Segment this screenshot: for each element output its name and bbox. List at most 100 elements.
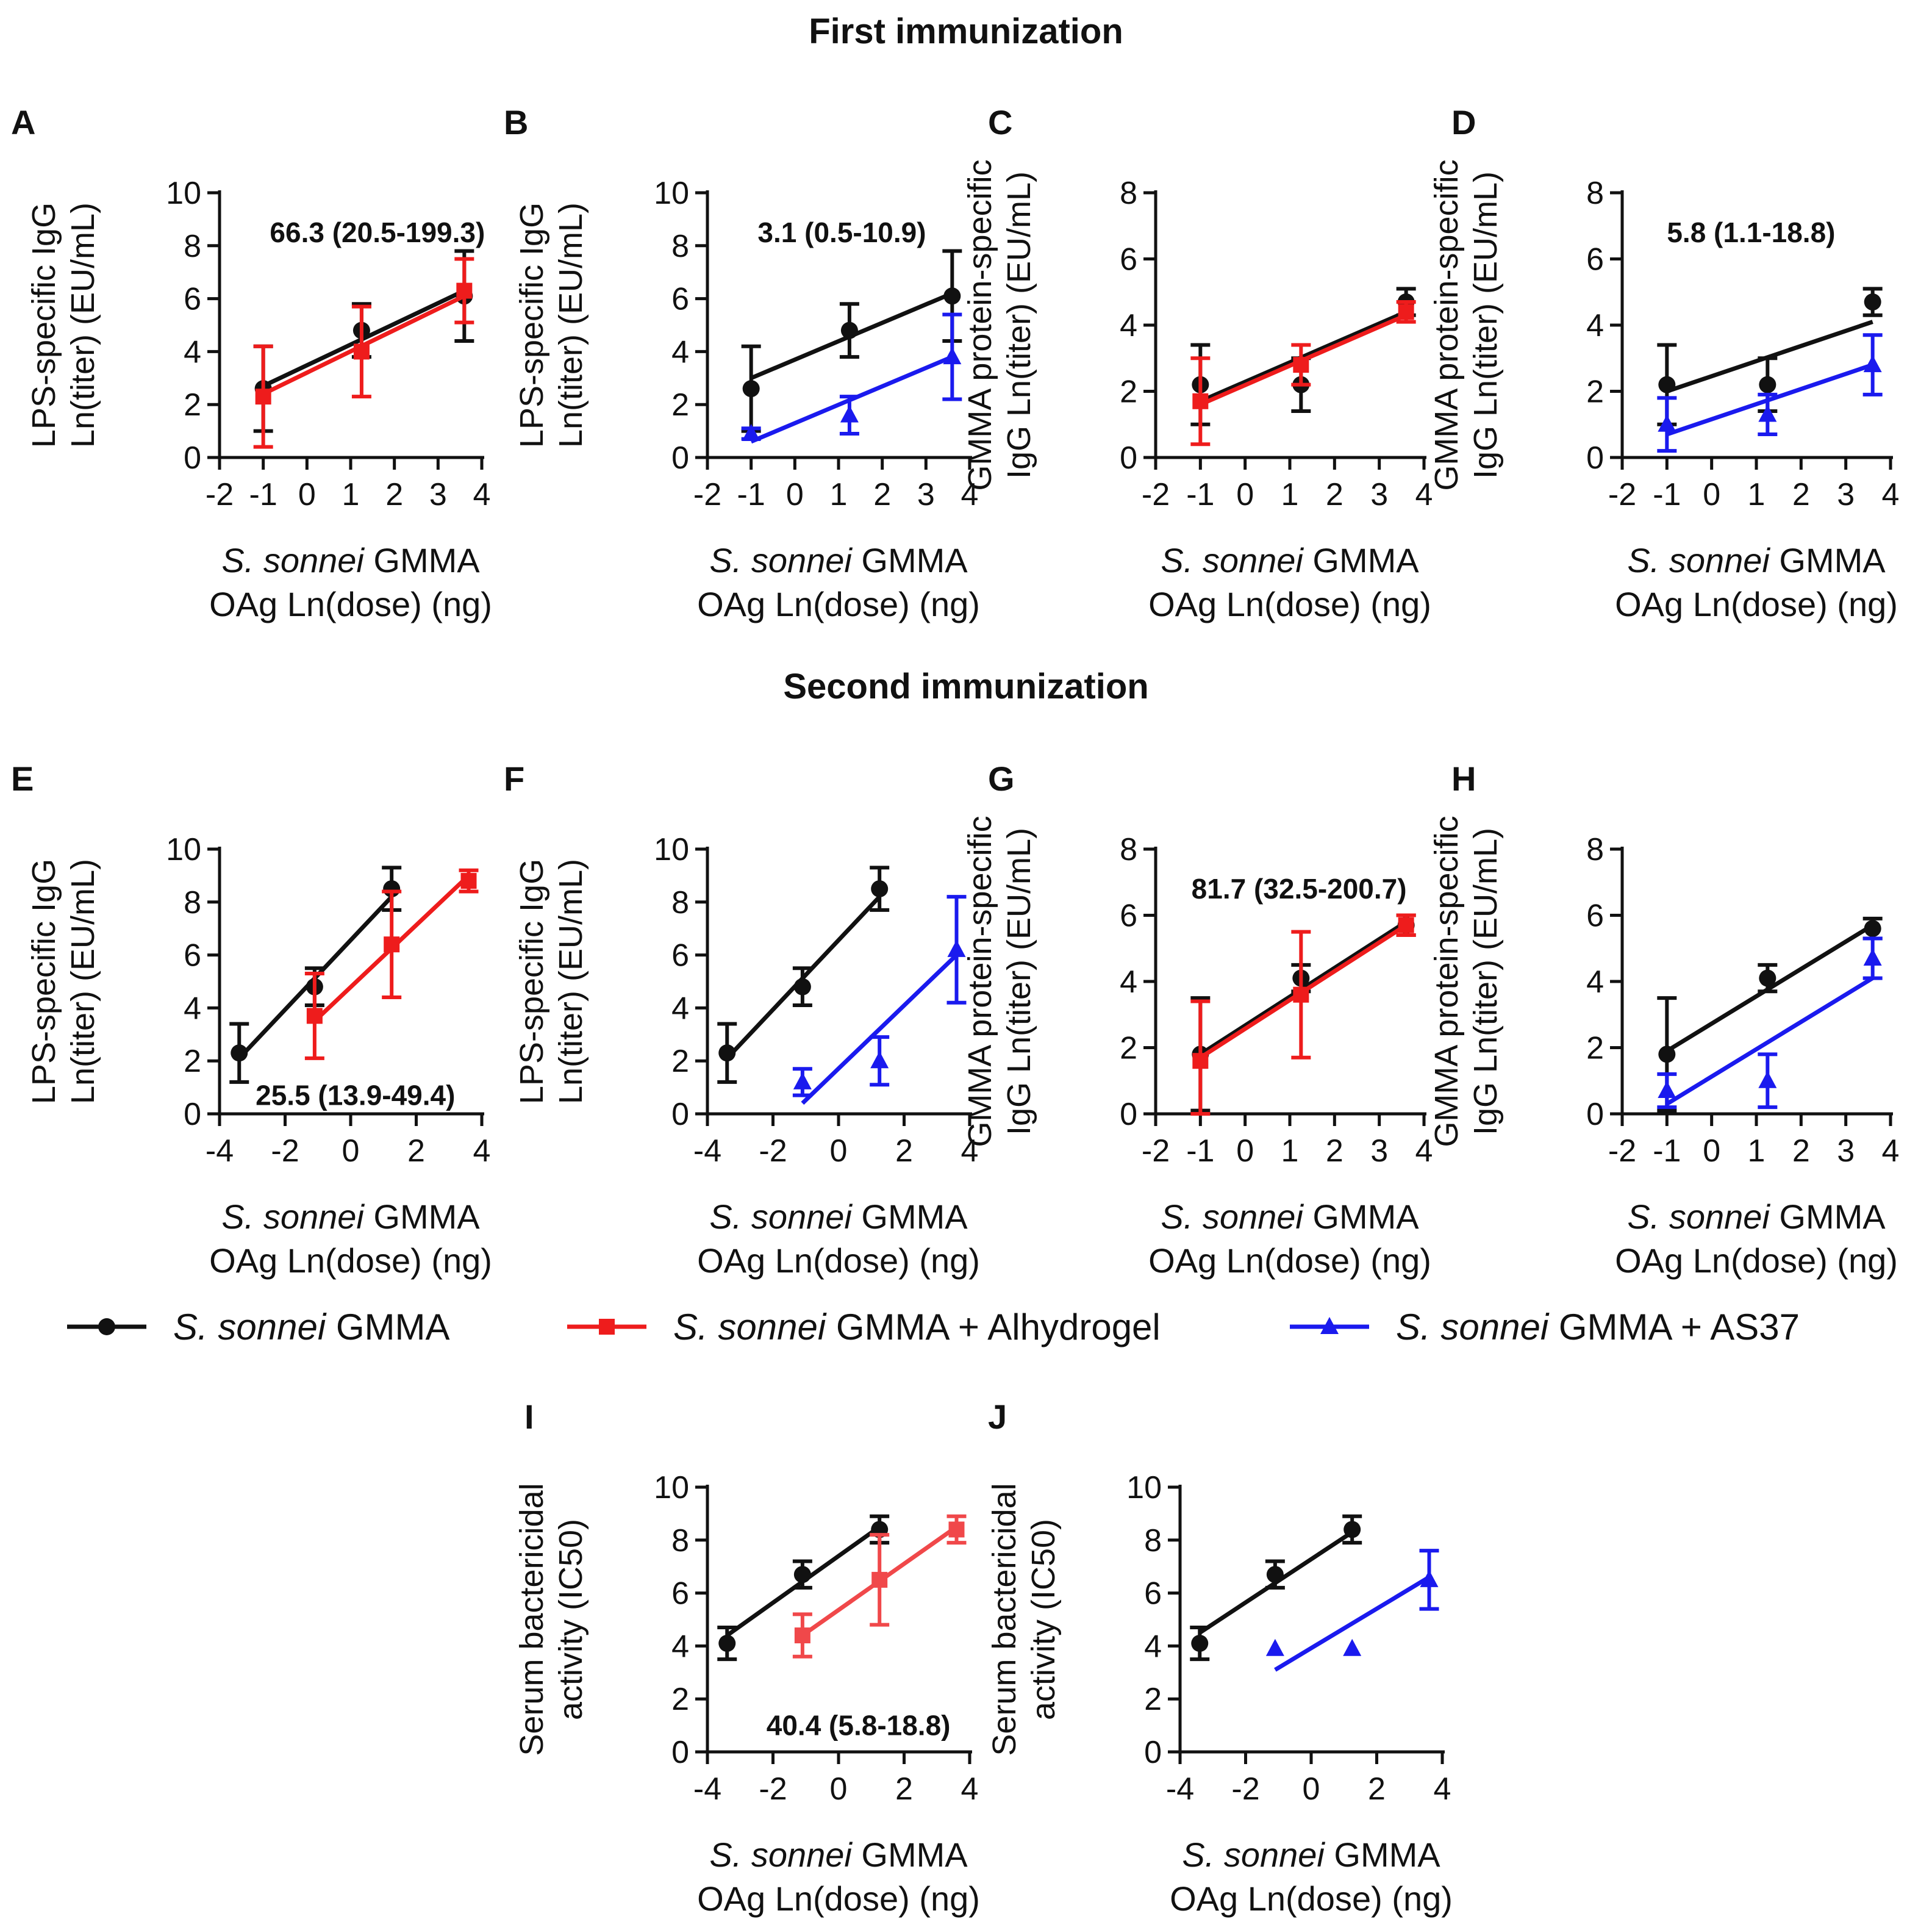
legend-label-rest: GMMA [326, 1306, 450, 1347]
series-as37 [741, 312, 962, 444]
data-point [1398, 304, 1414, 320]
panel-letter: H [1451, 759, 1476, 798]
x-tick-label: 2 [1368, 1771, 1386, 1807]
y-tick-label: 4 [1586, 964, 1604, 1000]
y-axis-label-line1: LPS-specific IgG [26, 859, 62, 1104]
data-point [1658, 376, 1676, 393]
fit-line [1665, 976, 1874, 1106]
y-axis-label-line1: GMMA protein-specific [1428, 816, 1465, 1147]
y-tick-label: 4 [1120, 308, 1137, 343]
data-point [1398, 917, 1414, 933]
x-axis-label-rest: GMMA [852, 1197, 968, 1236]
legend: S. sonnei GMMA S. sonnei GMMA + Alhydroge… [61, 1299, 1891, 1354]
x-axis-label: S. sonnei GMMA [1627, 541, 1886, 579]
y-tick-label: 0 [1120, 1097, 1137, 1132]
data-point [947, 939, 966, 957]
x-tick-label: 3 [917, 477, 935, 512]
data-point [1759, 969, 1776, 987]
data-point [793, 978, 811, 995]
x-axis-label-italic: S. sonnei [1161, 1197, 1304, 1236]
x-tick-label: 4 [961, 1133, 979, 1169]
x-tick-label: -2 [693, 477, 721, 512]
y-tick-label: 2 [1120, 375, 1137, 410]
x-axis-label: S. sonnei GMMA [709, 1835, 968, 1874]
x-tick-label: 3 [429, 477, 447, 512]
x-tick-label: 4 [961, 1771, 979, 1807]
x-tick-label: -2 [1608, 477, 1636, 512]
y-tick-label: 4 [184, 334, 201, 370]
x-tick-label: 2 [1792, 477, 1810, 512]
x-tick-label: 0 [1303, 1771, 1320, 1807]
x-axis-label-italic: S. sonnei [221, 1197, 365, 1236]
y-tick-label: 0 [1144, 1735, 1162, 1770]
series-gmma [741, 249, 962, 433]
data-point [1192, 1053, 1209, 1069]
fit-line [801, 953, 958, 1105]
y-tick-label: 6 [184, 282, 201, 317]
x-tick-label: 0 [1703, 1133, 1720, 1169]
x-axis-label-rest: GMMA [1770, 541, 1886, 579]
x-tick-label: 1 [830, 477, 848, 512]
annotation: 5.8 (1.1-18.8) [1667, 217, 1835, 248]
legend-item-as37: S. sonnei GMMA + AS37 [1284, 1299, 1800, 1354]
x-axis-label-line2: OAg Ln(dose) (ng) [209, 1241, 492, 1280]
legend-label: S. sonnei GMMA + AS37 [1396, 1306, 1800, 1348]
legend-item-gmma: S. sonnei GMMA [61, 1299, 450, 1354]
data-point [793, 1566, 811, 1584]
series-gmma [717, 866, 890, 1084]
data-point [718, 1044, 736, 1062]
x-tick-label: 0 [1703, 477, 1720, 512]
data-point [231, 1044, 248, 1062]
y-axis-label-line1: LPS-specific IgG [26, 203, 62, 448]
x-tick-label: 2 [895, 1133, 913, 1169]
x-tick-label: -2 [1142, 1133, 1170, 1169]
x-tick-label: 2 [1326, 477, 1343, 512]
legend-item-alhydrogel: S. sonnei GMMA + Alhydrogel [561, 1299, 1161, 1354]
x-axis-label-rest: GMMA [1770, 1197, 1886, 1236]
data-point [1266, 1566, 1284, 1584]
data-point [870, 1051, 889, 1069]
x-tick-label: -2 [271, 1133, 299, 1169]
y-tick-label: 8 [184, 885, 201, 920]
series-alhydrogel [304, 868, 479, 1060]
x-tick-label: -2 [1231, 1771, 1259, 1807]
x-axis-label-line2: OAg Ln(dose) (ng) [1148, 1241, 1431, 1280]
legend-label-italic: S. sonnei [1396, 1306, 1549, 1347]
x-tick-label: 0 [342, 1133, 360, 1169]
x-tick-label: 3 [1370, 477, 1388, 512]
data-point [871, 1571, 888, 1588]
y-tick-label: 10 [1126, 1470, 1162, 1505]
legend-label-italic: S. sonnei [173, 1306, 326, 1347]
data-point [384, 936, 400, 953]
data-point [742, 423, 760, 441]
x-axis-label-italic: S. sonnei [1182, 1835, 1325, 1874]
x-axis-label-rest: GMMA [1303, 541, 1419, 579]
data-point [460, 873, 477, 889]
x-tick-label: -1 [1186, 1133, 1214, 1169]
series-alhydrogel [1190, 300, 1416, 447]
x-tick-label: 2 [1792, 1133, 1810, 1169]
x-axis-label: S. sonnei GMMA [1182, 1835, 1440, 1874]
legend-marker [599, 1319, 615, 1335]
series-gmma [1190, 287, 1416, 426]
x-tick-label: -4 [1166, 1771, 1194, 1807]
y-tick-label: 8 [671, 229, 689, 264]
annotation: 3.1 (0.5-10.9) [757, 217, 926, 248]
y-tick-label: 8 [1586, 176, 1604, 211]
x-tick-label: 4 [1882, 477, 1900, 512]
y-tick-label: 4 [1120, 964, 1137, 1000]
series-gmma [717, 1514, 890, 1662]
y-axis-label-line1: LPS-specific IgG [513, 203, 550, 448]
series-gmma [253, 249, 474, 433]
x-axis-label-italic: S. sonnei [1161, 541, 1304, 579]
x-axis-label-line2: OAg Ln(dose) (ng) [697, 1241, 980, 1280]
panel-letter: C [988, 103, 1012, 142]
panel-e: E 0 2 4 6 8 10 -4 -2 0 2 4 S. sonnei GMMA OAg Ln(dose… [11, 759, 492, 1280]
legend-label: S. sonnei GMMA + Alhydrogel [673, 1306, 1161, 1348]
legend-label-italic: S. sonnei [673, 1306, 826, 1347]
panel-j: J 0 2 4 6 8 10 -4 -2 0 2 4 S. sonnei GMMA OAg Ln(dose… [986, 1397, 1453, 1918]
x-axis-label-rest: GMMA [364, 541, 480, 579]
